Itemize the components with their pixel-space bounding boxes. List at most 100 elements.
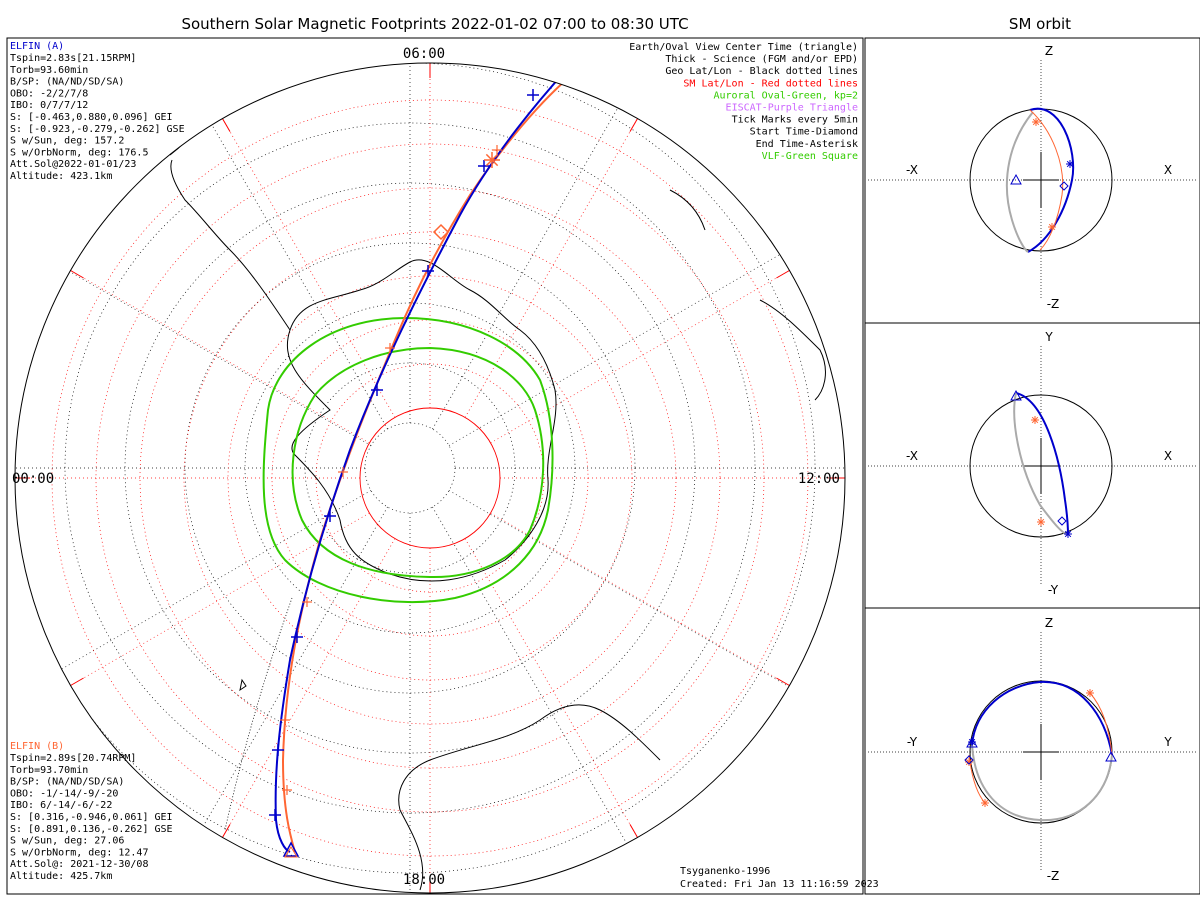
- new-zealand-coastline: [669, 189, 706, 231]
- map-title: Southern Solar Magnetic Footprints 2022-…: [181, 15, 688, 33]
- end-asterisk: [1064, 530, 1072, 538]
- orbit-label-left: -Y: [907, 735, 918, 749]
- orbit-label-bottom: -Y: [1048, 583, 1059, 597]
- geo-latlon-grid: [15, 63, 845, 893]
- elfin-b-track: [281, 67, 581, 853]
- elfin-b-info-line: Torb=93.70min: [10, 765, 88, 776]
- sm-boundary-tick: [776, 270, 790, 279]
- legend-entry: Start Time-Diamond: [750, 127, 858, 138]
- elfin-a-info-line: S: [-0.463,0.880,0.096] GEI: [10, 112, 173, 123]
- start-diamond: [964, 755, 974, 765]
- elfin-a-info-line: B/SP: (NA/ND/SD/SA): [10, 77, 124, 88]
- sm-boundary-tick: [629, 824, 638, 838]
- sm-longitude-line: [464, 79, 661, 418]
- end-asterisk: [968, 738, 976, 746]
- south-america-coastline: [169, 64, 241, 156]
- view-center-triangle: [1105, 750, 1117, 762]
- elfin-a-orbit: [1015, 392, 1069, 536]
- legend-entry: Tick Marks every 5min: [732, 115, 858, 126]
- geo-latitude-circle: [364, 422, 456, 514]
- end-asterisk: [1066, 160, 1074, 168]
- elfin-b-info-line: Att.Sol@: 2021-12-30/08: [10, 859, 148, 870]
- mlt-label-bottom: 18:00: [403, 872, 445, 888]
- orbit-label-bottom: -Z: [1047, 869, 1060, 883]
- elfin-b-orbit: [1029, 109, 1064, 251]
- antarctic-peninsula-coastline: [170, 159, 291, 331]
- sm-boundary-tick: [222, 118, 231, 132]
- elfin-b-info-line: OBO: -1/-14/-9/-20: [10, 788, 118, 799]
- mlt-label-right: 12:00: [798, 471, 840, 487]
- orbit-label-right: X: [1164, 163, 1172, 177]
- sm-boundary-tick: [70, 270, 84, 279]
- auroral-ovals: [262, 316, 554, 604]
- legend-entry: End Time-Asterisk: [756, 139, 858, 150]
- orbit-label-top: Y: [1044, 330, 1053, 344]
- legend: Earth/Oval View Center Time (triangle)Th…: [629, 42, 858, 162]
- elfin-a-name: ELFIN (A): [10, 41, 64, 52]
- view-center-triangle: [282, 841, 300, 857]
- legend-entry: SM Lat/Lon - Red dotted lines: [683, 78, 858, 89]
- elfin-b-orbit: [1089, 692, 1113, 756]
- africa-coastline: [398, 704, 661, 891]
- elfin-b-info-line: Altitude: 425.7km: [10, 871, 112, 882]
- earth-circle: [969, 394, 1113, 538]
- elfin-a-info-line: Torb=93.60min: [10, 65, 88, 76]
- elfin-a-orbit: [971, 680, 1113, 756]
- sm-latitude-circle: [183, 231, 677, 725]
- created-timestamp: Created: Fri Jan 13 11:16:59 2023: [680, 879, 879, 890]
- satellite-tracks: [224, 63, 581, 858]
- elfin-b-info-line: S w/OrbNorm, deg: 12.47: [10, 847, 148, 858]
- geo-longitude-line: [179, 506, 388, 867]
- view-center-triangle: [1010, 389, 1022, 401]
- view-center-triangle: [1010, 173, 1022, 185]
- sm-latitude-circle: [315, 363, 545, 593]
- orbit-label-top: Z: [1045, 44, 1053, 58]
- elfin-b-start-diamond: [432, 223, 450, 241]
- sm-latitude-circle: [51, 99, 809, 857]
- sm-boundary-tick: [776, 677, 790, 686]
- geo-longitude-line: [179, 69, 388, 430]
- end-asterisk: [965, 758, 973, 766]
- geo-latitude-circle: [244, 302, 576, 634]
- elfin-a-orbit: [1027, 107, 1075, 253]
- elfin-b-name: ELFIN (B): [10, 741, 64, 752]
- elfin-b-info-line: IBO: 6/-14/-6/-22: [10, 800, 112, 811]
- geo-longitude-line: [448, 490, 809, 699]
- island-coastline: [639, 794, 776, 861]
- elfin-b-info-line: S w/Sun, deg: 27.06: [10, 836, 124, 847]
- orbit-panel-3: Z -Z -Y Y: [868, 616, 1197, 883]
- elfin-b-info-line: S: [0.891,0.136,-0.262] GSE: [10, 824, 173, 835]
- model-credit: Tsyganenko-1996: [680, 866, 770, 877]
- sm-longitude-line: [464, 538, 661, 877]
- legend-entry: VLF-Green Square: [762, 151, 858, 162]
- elfin-a-info-line: OBO: -2/2/7/8: [10, 88, 88, 99]
- elfin-a-info-line: Altitude: 423.1km: [10, 171, 112, 182]
- sm-longitude-line: [490, 247, 829, 444]
- small-island-coastline: [239, 678, 247, 692]
- mlt-label-top: 06:00: [403, 46, 445, 62]
- sm-orbit-panels: Z -Z -X X Y -Y -X X Z -Z -Y Y: [868, 44, 1197, 883]
- end-asterisk: [981, 799, 989, 807]
- elfin-b-info-line: B/SP: (NA/ND/SD/SA): [10, 777, 124, 788]
- geo-latitude-circle: [15, 63, 816, 874]
- start-diamond: [1059, 181, 1069, 191]
- elfin-a-info-line: S w/OrbNorm, deg: 176.5: [10, 147, 148, 158]
- elfin-a-orbit-shadow: [971, 744, 1113, 822]
- orbit-title: SM orbit: [1009, 15, 1071, 33]
- sm-longitude-line: [490, 512, 829, 709]
- legend-entry: Auroral Oval-Green, kp=2: [714, 90, 859, 101]
- antarctica-coastline: [286, 259, 557, 582]
- orbit-panel-1: Z -Z -X X: [868, 44, 1197, 311]
- view-center-triangle: [284, 846, 298, 858]
- legend-entry: Earth/Oval View Center Time (triangle): [629, 42, 858, 53]
- sm-latitude-circle: [95, 143, 765, 813]
- elfin-a-orbit-shadow: [1005, 111, 1034, 253]
- elfin-a-info-line: Tspin=2.83s[21.15RPM]: [10, 53, 136, 64]
- elfin-a-info-line: Att.Sol@2022-01-01/23: [10, 159, 136, 170]
- end-asterisk: [1037, 518, 1045, 526]
- orbit-label-left: -X: [906, 163, 918, 177]
- start-diamond: [1057, 516, 1067, 526]
- elfin-a-info: Tspin=2.83s[21.15RPM]Torb=93.60minB/SP: …: [10, 53, 185, 182]
- elfin-a-info-line: S: [-0.923,-0.279,-0.262] GSE: [10, 124, 185, 135]
